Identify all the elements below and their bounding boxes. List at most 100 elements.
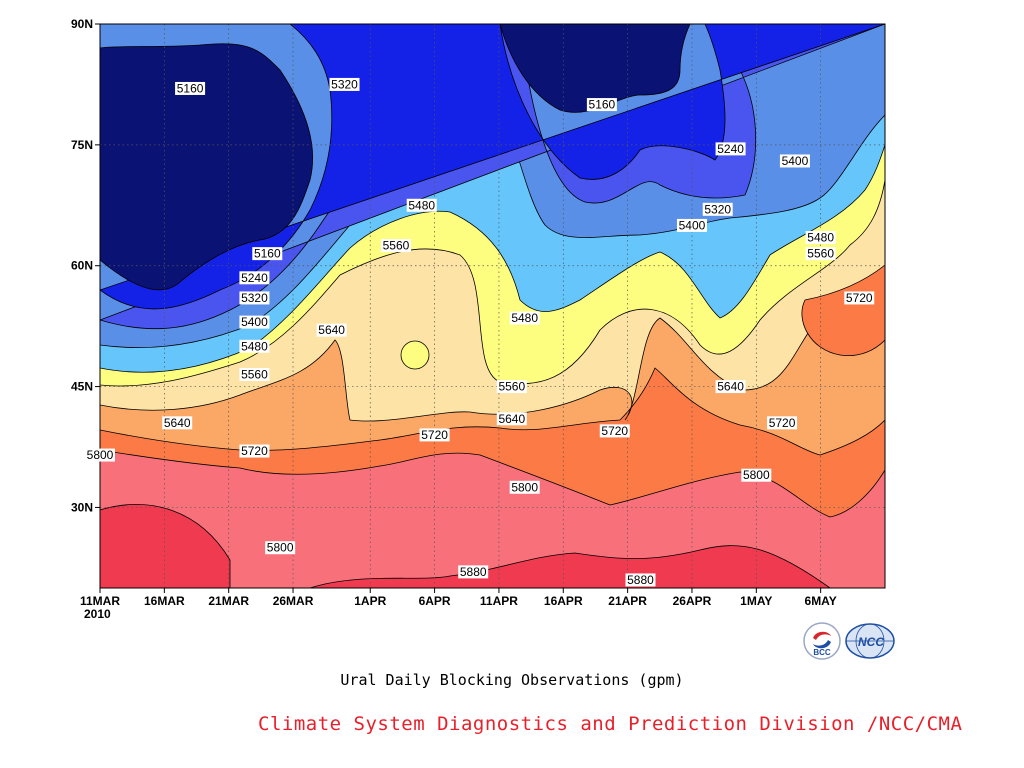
contour-label-text: 5720 [421,428,448,442]
y-tick-label: 75N [71,138,93,152]
x-axis: 11MAR 16MAR 21MAR 26MAR 1APR 6APR 11APR 16APR 21… [80,588,837,608]
contour-label: 5320 [329,77,360,91]
contour-label: 5800 [265,541,296,555]
contour-label-text: 5160 [254,247,281,261]
blocking-contour-chart: 90N 75N 60N 45N 30N 11MAR 16MAR 21MAR 26MAR 1APR… [71,17,886,621]
contour-label: 5320 [702,202,733,216]
contour-label-bg [316,323,347,337]
x-tick-label: 21MAR [208,594,249,608]
contour-label: 5880 [458,565,489,579]
contour-label: 5320 [239,291,270,305]
ncc-logo: NCC [845,623,895,659]
contour-label: 5400 [676,218,707,232]
contour-label-bg [844,291,875,305]
contour-label-bg [380,239,411,253]
y-tick-label: 90N [71,17,93,31]
contour-fills [100,24,885,588]
contour-label-bg [406,198,437,212]
contour-label-bg [239,271,270,285]
contour-label-text: 5400 [679,218,706,232]
contour-label: 5640 [316,323,347,337]
contour-label-text: 5480 [807,231,834,245]
x-tick-label: 6APR [419,594,451,608]
ncc-logo-text: NCC [858,635,884,649]
contour-label: 5400 [239,315,270,329]
contour-label-bg [676,218,707,232]
contour-label-bg [509,480,540,494]
x-tick-label: 26APR [673,594,712,608]
contour-label-bg [496,412,527,426]
contour-label-text: 5800 [267,541,294,555]
contour-label-bg [458,565,489,579]
contour-label: 5560 [239,367,270,381]
x-tick-label: 1APR [354,594,386,608]
x-tick-label: 6MAY [805,594,837,608]
contour-label: 5640 [496,412,527,426]
contour-label-text: 5160 [589,98,616,112]
x-tick-label: 16APR [544,594,583,608]
contour-label: 5160 [252,247,283,261]
contour-label-text: 5640 [318,323,345,337]
contour-label-bg [715,142,746,156]
contour-label: 5480 [509,311,540,325]
contour-label-bg [767,416,798,430]
contour-label-text: 5800 [87,448,114,462]
contour-label-bg [329,77,360,91]
contour-label: 5720 [767,416,798,430]
contour-label: 5160 [586,98,617,112]
contour-label: 5720 [239,444,270,458]
x-tick-label: 21APR [608,594,647,608]
contour-label-text: 5480 [241,339,268,353]
contour-label: 5400 [779,154,810,168]
bcc-logo-text: BCC [813,648,831,657]
contour-label-bg [265,541,296,555]
contour-label-bg [805,247,836,261]
contour-label: 5640 [162,416,193,430]
x-tick-label: 16MAR [144,594,185,608]
contour-label-text: 5720 [601,424,628,438]
contour-label-bg [85,448,115,462]
credit-line: Climate System Diagnostics and Predictio… [258,713,963,735]
contour-label: 5720 [419,428,450,442]
x-tick-label: 26MAR [273,594,314,608]
contour-label-text: 5720 [769,416,796,430]
contour-label-text: 5880 [460,565,487,579]
fill-island-5560 [400,340,430,370]
contour-label-text: 5320 [704,202,731,216]
contour-label: 5560 [380,239,411,253]
contour-label-bg [599,424,630,438]
contour-label-text: 5560 [241,367,268,381]
contour-label: 5800 [741,468,772,482]
contour-label-text: 5640 [498,412,525,426]
y-axis: 90N 75N 60N 45N 30N [71,17,100,514]
fill-band-below-5160-west [100,43,314,291]
contour-label-text: 5640 [164,416,191,430]
fill-island-5720-east [801,264,885,357]
contour-label-bg [239,367,270,381]
contour-label-text: 5560 [807,247,834,261]
contour-label: 5720 [844,291,875,305]
contour-label: 5640 [715,380,746,394]
contour-label-text: 5400 [241,315,268,329]
contour-labels: 5160 5320 5160 5240 5400 5480 5320 5400 5560 5160… [85,77,875,587]
contour-label: 5480 [239,339,270,353]
x-tick-label: 11MAR [80,594,120,608]
contour-label-bg [239,291,270,305]
contour-label-text: 5800 [743,468,770,482]
contour-label: 5720 [599,424,630,438]
contour-label-bg [239,339,270,353]
y-tick-label: 30N [71,500,93,514]
contour-label-text: 5720 [241,444,268,458]
contour-label-bg [509,311,540,325]
contour-label-bg [252,247,283,261]
contour-label-bg [586,98,617,112]
contour-label-text: 5560 [383,239,410,253]
plot-frame [99,23,886,589]
contour-label-bg [702,202,733,216]
contour-label-text: 5320 [331,77,358,91]
fill-band-below-5160-east [499,24,691,113]
contour-label: 5560 [805,247,836,261]
contour-label-text: 5160 [177,81,204,95]
contour-label-bg [625,573,656,587]
contour-label: 5880 [625,573,656,587]
